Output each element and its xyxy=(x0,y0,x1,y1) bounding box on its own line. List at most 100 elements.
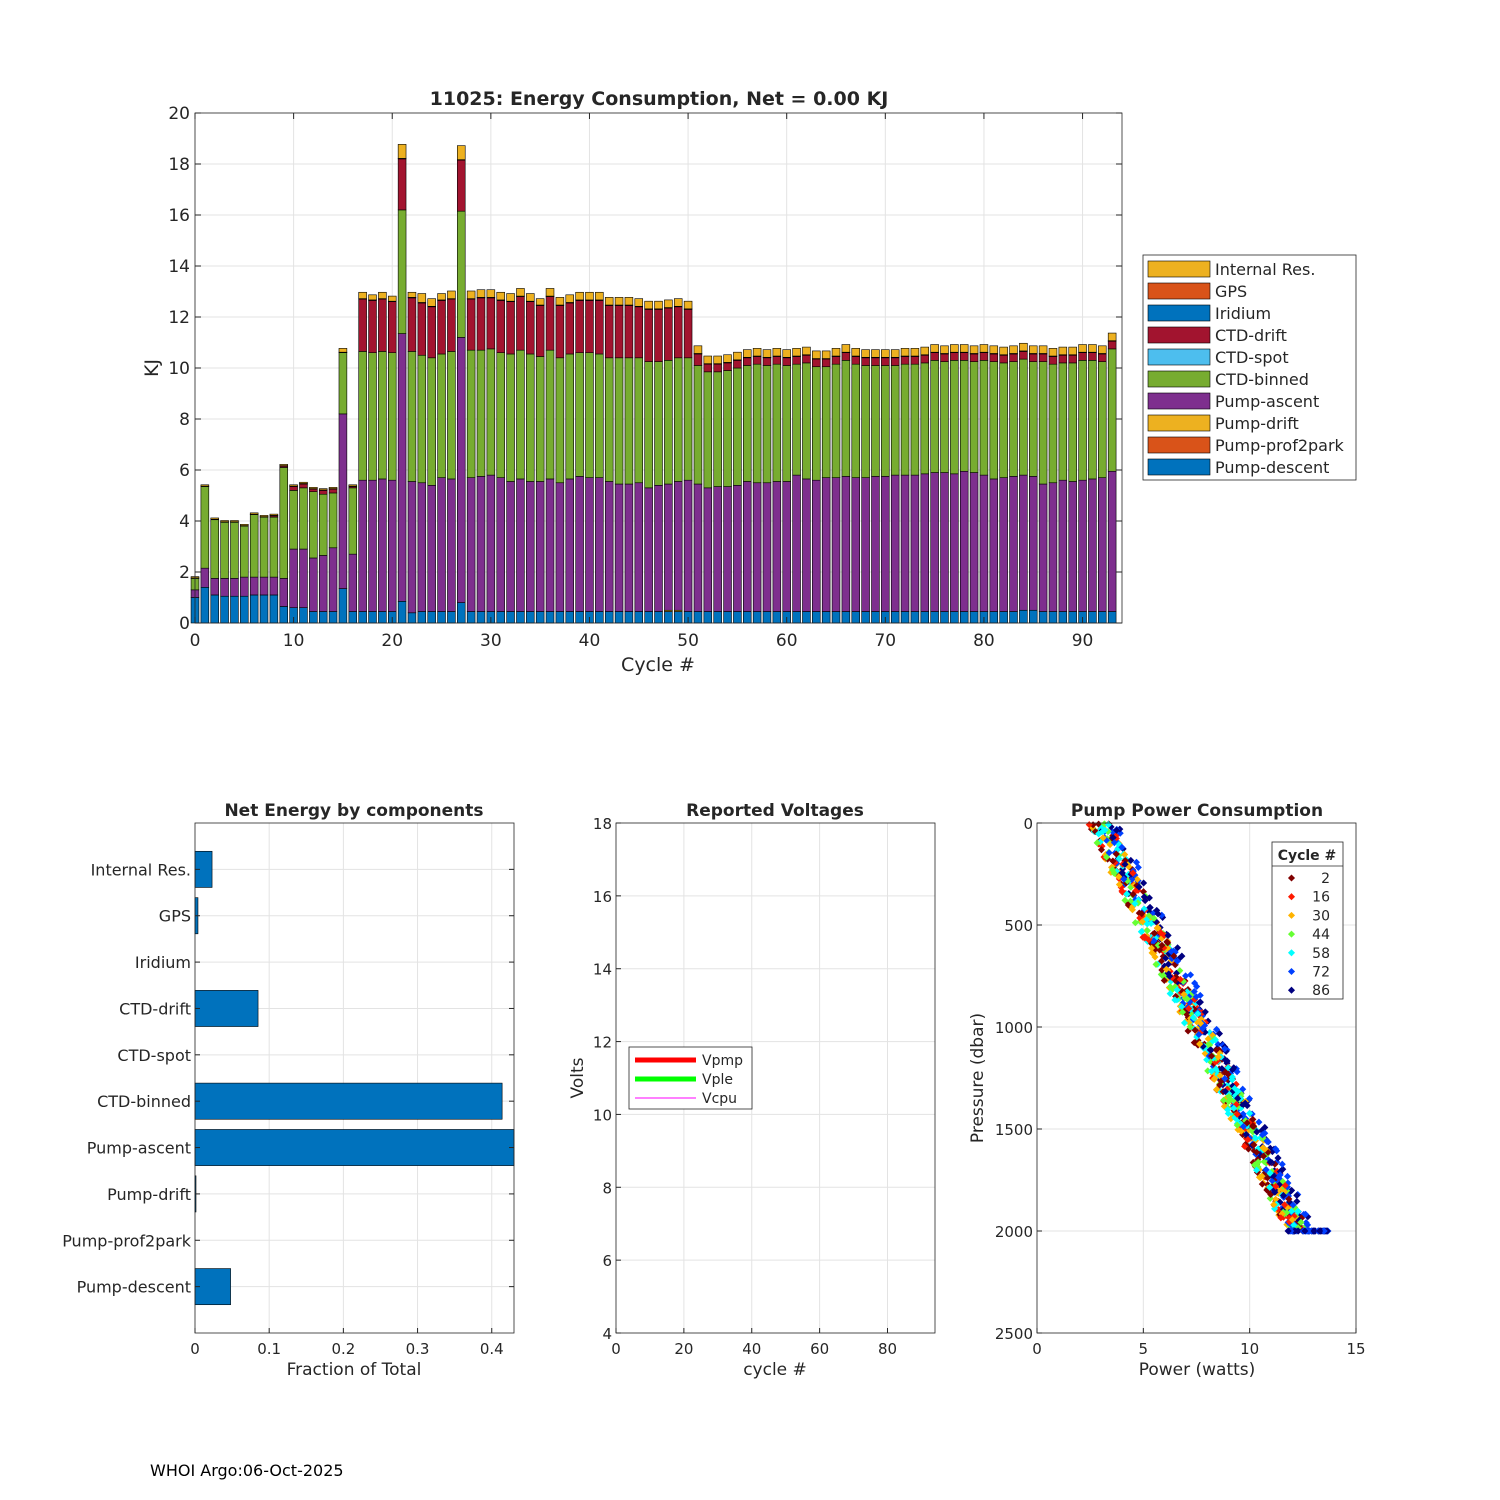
energy-bar-pump-descent xyxy=(654,611,663,624)
energy-bar-ctd-drift xyxy=(1038,353,1048,362)
energy-bar-pump-ascent xyxy=(743,481,752,612)
energy-bar-ctd-binned xyxy=(683,357,693,481)
energy-bar-pump-ascent xyxy=(476,476,486,612)
energy-bar-ctd-drift xyxy=(673,306,683,359)
net-category-label: Pump-descent xyxy=(77,1278,191,1297)
energy-bar-ctd-binned xyxy=(535,356,545,482)
energy-bar-ctd-drift xyxy=(1029,353,1038,362)
energy-bar-pump-ascent xyxy=(841,476,851,612)
energy-bar-pump-descent xyxy=(1048,611,1058,624)
energy-bar-ctd-drift xyxy=(289,486,298,491)
energy-bar-pump-descent xyxy=(910,611,920,624)
energy-bar-pump-ascent xyxy=(851,477,860,612)
energy-bar-pump-descent xyxy=(969,611,979,624)
energy-bar-pump-ascent xyxy=(930,472,939,612)
energy-bar-internal-res xyxy=(900,348,910,357)
energy-bar-ctd-binned xyxy=(220,521,229,579)
energy-bar-ctd-binned xyxy=(240,525,249,578)
energy-bar-pump-descent xyxy=(575,611,584,624)
net-xtick-label: 0.3 xyxy=(406,1340,430,1358)
energy-xtick-label: 30 xyxy=(480,631,502,651)
energy-ytick-label: 8 xyxy=(179,410,190,430)
energy-bar-ctd-drift xyxy=(881,357,890,366)
energy-bar-ctd-binned xyxy=(881,365,890,477)
energy-bar-internal-res xyxy=(1029,345,1038,354)
energy-bar-ctd-binned xyxy=(299,487,308,550)
pump-legend: Cycle # 2 16 30 44 58 72 86 xyxy=(1271,841,1344,1000)
energy-bar-pump-ascent xyxy=(496,477,505,612)
energy-bar-ctd-binned xyxy=(1038,361,1048,485)
energy-legend: Internal Res. GPS Iridium CTD-drift CTD-spot… xyxy=(1142,254,1357,481)
volts-ytick-label: 10 xyxy=(593,1106,612,1124)
energy-bar-ctd-binned xyxy=(693,365,703,485)
volts-legend: Vpmp Vple Vcpu xyxy=(628,1046,753,1110)
energy-bar-ctd-drift xyxy=(417,302,427,356)
energy-bar-pump-descent xyxy=(841,611,851,624)
energy-bar-ctd-binned xyxy=(1098,361,1107,478)
energy-bar-ctd-binned xyxy=(920,362,930,475)
energy-bar-pump-ascent xyxy=(940,472,949,612)
energy-bar-internal-res xyxy=(950,344,959,353)
energy-bar-pump-descent xyxy=(802,611,811,624)
energy-bar-ctd-binned xyxy=(368,352,377,481)
net-bar xyxy=(194,1129,515,1166)
energy-bar-internal-res xyxy=(585,291,594,301)
volts-ytick-label: 4 xyxy=(602,1325,612,1343)
energy-bar-ctd-drift xyxy=(989,353,999,362)
energy-bar-ctd-drift xyxy=(821,358,831,368)
energy-bar-ctd-drift xyxy=(861,357,870,366)
energy-bar-ctd-drift xyxy=(733,360,742,369)
energy-bar-internal-res xyxy=(555,297,565,306)
energy-bar-pump-ascent xyxy=(802,478,811,612)
energy-bar-ctd-drift xyxy=(871,357,880,366)
net-category-label: CTD-drift xyxy=(119,999,191,1018)
energy-bar-internal-res xyxy=(575,291,584,301)
energy-bar-pump-ascent xyxy=(486,474,496,612)
energy-bar-pump-descent xyxy=(545,611,555,624)
energy-bar-ctd-binned xyxy=(200,486,210,569)
energy-bar-pump-descent xyxy=(812,611,821,624)
energy-bar-ctd-drift xyxy=(683,309,693,359)
energy-ytick-label: 10 xyxy=(168,359,190,379)
energy-bar-ctd-binned xyxy=(318,493,328,556)
net-category-label: Pump-ascent xyxy=(87,1139,191,1158)
energy-bar-ctd-drift xyxy=(506,301,515,355)
energy-bar-ctd-drift xyxy=(851,356,860,365)
energy-bar-pump-descent xyxy=(713,611,722,624)
energy-bar-pump-ascent xyxy=(289,548,298,608)
energy-bar-pump-descent xyxy=(466,611,476,624)
pump-ytick-label: 500 xyxy=(1004,917,1033,935)
energy-bar-pump-descent xyxy=(368,611,377,624)
energy-bar-internal-res xyxy=(269,513,279,516)
energy-bar-ctd-drift xyxy=(299,483,308,489)
energy-bar-ctd-binned xyxy=(348,487,358,555)
energy-ytick-label: 18 xyxy=(168,155,190,175)
energy-bar-ctd-drift xyxy=(1107,340,1117,350)
energy-bar-ctd-binned xyxy=(890,365,900,476)
energy-bar-internal-res xyxy=(466,290,476,299)
energy-bar-ctd-binned xyxy=(910,363,920,476)
energy-xlabel: Cycle # xyxy=(621,654,695,676)
energy-xtick-label: 10 xyxy=(283,631,305,651)
energy-bar-internal-res xyxy=(802,346,811,356)
net-bar xyxy=(194,1268,231,1306)
pump-ytick-label: 2500 xyxy=(995,1325,1033,1343)
energy-bar-ctd-drift xyxy=(1019,351,1028,360)
energy-bar-pump-descent xyxy=(506,611,515,624)
energy-xtick-label: 20 xyxy=(381,631,403,651)
energy-bar-ctd-binned xyxy=(466,349,476,478)
energy-bar-pump-descent xyxy=(999,611,1008,624)
energy-bar-internal-res xyxy=(309,487,318,489)
energy-bar-internal-res xyxy=(427,298,436,307)
energy-bar-ctd-binned xyxy=(437,353,446,478)
energy-bar-ctd-drift xyxy=(890,357,900,366)
energy-bar-ctd-binned xyxy=(476,349,486,477)
energy-bar-pump-ascent xyxy=(693,483,703,612)
energy-bar-pump-descent xyxy=(437,611,446,624)
energy-bar-pump-descent xyxy=(950,611,959,624)
net-xtick-label: 0 xyxy=(190,1340,200,1358)
energy-bar-pump-ascent xyxy=(1048,482,1058,612)
energy-bar-pump-ascent xyxy=(1078,479,1087,612)
energy-bar-pump-ascent xyxy=(565,478,574,612)
energy-bar-internal-res xyxy=(1088,344,1097,353)
